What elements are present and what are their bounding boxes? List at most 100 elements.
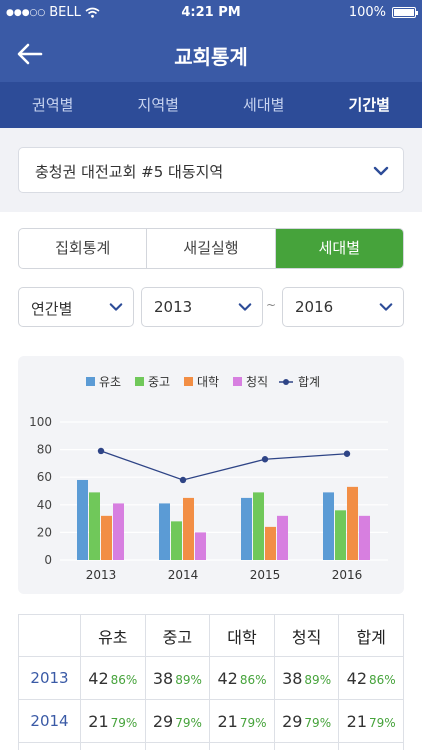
bar xyxy=(113,503,124,560)
to-year-value: 2016 xyxy=(295,298,334,316)
from-year-select[interactable]: 2013 xyxy=(141,287,263,327)
total-line xyxy=(100,450,348,481)
table-cell xyxy=(80,742,146,750)
table-header-cell: 유초 xyxy=(80,614,146,657)
period-mode-value: 연간별 xyxy=(31,300,73,318)
cell-percent: 89% xyxy=(175,672,202,687)
x-tick-label: 2016 xyxy=(332,568,363,582)
page-title: 교회통계 xyxy=(174,45,248,69)
arrow-left-icon xyxy=(17,43,43,65)
tab-region-group[interactable]: 권역별 xyxy=(32,96,74,114)
legend-swatch xyxy=(233,377,242,386)
table-cell: 29 79% xyxy=(273,699,340,743)
cell-value: 42 xyxy=(217,668,238,688)
segment-generation[interactable]: 세대별 xyxy=(275,229,403,268)
battery-percent: 100% xyxy=(348,5,386,20)
y-tick-label: 40 xyxy=(37,498,52,512)
stat-type-segment: 집회통계 새길실행 세대별 xyxy=(18,228,404,269)
cell-percent: 79% xyxy=(239,715,267,730)
legend-swatch xyxy=(86,377,95,386)
x-tick-label: 2015 xyxy=(250,568,281,582)
bar xyxy=(159,503,170,560)
chevron-down-icon xyxy=(373,166,389,176)
segment-new-way[interactable]: 새길실행 xyxy=(147,229,276,268)
status-right: 100% xyxy=(348,5,418,20)
chevron-down-icon xyxy=(379,303,393,311)
bar xyxy=(323,492,334,560)
chevron-down-icon xyxy=(109,303,123,311)
table-cell: 42 86% xyxy=(80,656,146,700)
cell-percent: 86% xyxy=(369,672,396,687)
legend-label: 합계 xyxy=(298,375,320,389)
generation-chart: 0 20 40 60 80 100 유초 중고 대학 청직 합계 2013 2014 2015 2016 xyxy=(29,375,388,582)
legend-label: 청직 xyxy=(246,375,268,389)
segment-meeting-stats[interactable]: 집회통계 xyxy=(19,229,148,268)
bar xyxy=(335,510,346,560)
carrier-label: BELL xyxy=(49,5,81,20)
table-cell: 42 86% xyxy=(209,656,275,700)
legend-swatch xyxy=(135,377,144,386)
table-cell: 29 79% xyxy=(144,699,211,743)
tab-area[interactable]: 지역별 xyxy=(137,96,179,114)
cell-value: 38 xyxy=(152,668,174,688)
y-tick-label: 0 xyxy=(44,553,52,567)
bar xyxy=(277,515,288,560)
table-header-cell xyxy=(18,614,81,657)
table-cell xyxy=(209,742,275,750)
table-header-cell: 중고 xyxy=(144,614,211,657)
legend-label: 유초 xyxy=(99,375,121,389)
row-year xyxy=(18,742,81,750)
y-tick-label: 60 xyxy=(37,470,52,484)
status-time: 4:21 PM xyxy=(181,5,241,20)
table-cell: 21 79% xyxy=(80,699,146,743)
bar xyxy=(241,497,252,560)
period-mode-select[interactable]: 연간별 xyxy=(18,287,134,327)
cell-percent: 89% xyxy=(304,672,332,687)
back-button[interactable] xyxy=(14,38,46,70)
bar xyxy=(171,521,182,560)
cell-value: 21 xyxy=(346,711,368,731)
from-year-value: 2013 xyxy=(154,298,193,316)
battery-icon xyxy=(392,7,418,18)
bar xyxy=(265,526,276,560)
region-select-value: 충청권 대전교회 #5 대동지역 xyxy=(35,163,224,181)
table-cell xyxy=(273,742,340,750)
table-header-cell: 대학 xyxy=(209,614,275,657)
region-select[interactable]: 충청권 대전교회 #5 대동지역 xyxy=(18,147,404,193)
tab-generation[interactable]: 세대별 xyxy=(243,96,285,114)
cell-value: 21 xyxy=(88,711,109,731)
table-cell: 38 89% xyxy=(144,656,211,700)
region-band: 충청권 대전교회 #5 대동지역 xyxy=(0,128,422,212)
total-point xyxy=(97,447,105,455)
top-tabs: 권역별 지역별 세대별 기간별 xyxy=(0,82,422,128)
x-tick-label: 2013 xyxy=(86,568,117,582)
cell-value: 42 xyxy=(88,668,109,688)
cell-value: 42 xyxy=(346,668,368,688)
table-header-row: 유초 중고 대학 청직 합계 xyxy=(18,614,404,657)
wifi-icon xyxy=(85,7,100,18)
cell-value: 29 xyxy=(152,711,174,731)
table-cell xyxy=(338,742,404,750)
chart-card: 0 20 40 60 80 100 유초 중고 대학 청직 합계 2013 2014 2015 2016 xyxy=(18,356,404,594)
x-tick-label: 2014 xyxy=(168,568,199,582)
cell-percent: 79% xyxy=(110,715,138,730)
status-bar: ●●●○○ BELL 4:21 PM 100% xyxy=(0,0,422,26)
y-tick-label: 100 xyxy=(29,415,52,429)
total-point xyxy=(179,476,187,484)
cell-percent: 79% xyxy=(175,715,202,730)
table-row: 2014 21 79% 29 79% 21 79% 29 79% 21 79% xyxy=(18,699,404,743)
status-left: ●●●○○ BELL xyxy=(6,5,100,20)
tab-period[interactable]: 기간별 xyxy=(348,96,390,114)
cell-percent: 86% xyxy=(239,672,267,687)
legend-label: 대학 xyxy=(197,375,219,389)
bar xyxy=(101,515,112,560)
table-cell: 21 79% xyxy=(338,699,404,743)
to-year-select[interactable]: 2016 xyxy=(282,287,404,327)
table-cell: 38 89% xyxy=(273,656,340,700)
cell-percent: 86% xyxy=(110,672,138,687)
bar xyxy=(89,492,100,560)
bar xyxy=(77,479,88,560)
table-cell: 42 86% xyxy=(338,656,404,700)
total-point xyxy=(261,456,269,463)
row-year: 2014 xyxy=(18,699,81,743)
